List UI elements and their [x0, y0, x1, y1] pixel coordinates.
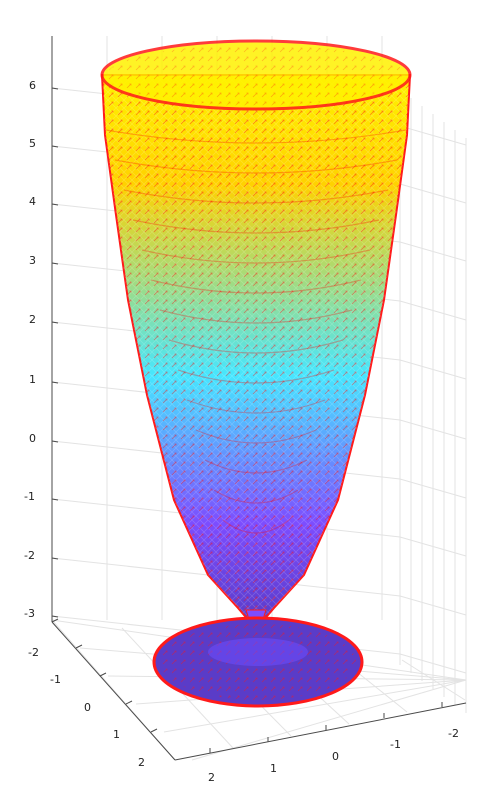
y-tick-labels: -2 -1 0 1 2: [28, 646, 145, 769]
z-grid-line: [51, 615, 467, 674]
z-tick-label: -3: [24, 607, 35, 620]
surface-contour-arc: [168, 339, 344, 354]
y-tick-label: -2: [28, 646, 39, 659]
x-tick-label: 2: [208, 771, 215, 784]
z-grid-line: [51, 498, 467, 557]
surface-contour-arc: [177, 369, 335, 384]
z-tick-mark: [51, 440, 59, 443]
goblet-base-center: [208, 638, 308, 666]
z-tick-label: 1: [29, 373, 36, 386]
y-tick-mark: [51, 618, 59, 623]
z-tick-mark: [51, 498, 59, 501]
z-tick-mark: [51, 615, 59, 618]
z-tick-label: 0: [29, 432, 36, 445]
surface-contour-arc: [195, 429, 317, 444]
y-tick-label: 2: [138, 756, 145, 769]
surface-contour-arc: [186, 399, 326, 414]
surface-contour-arc: [132, 219, 380, 234]
x-tick-label: 0: [332, 750, 339, 763]
z-tick-label: -2: [24, 549, 35, 562]
y-tick-label: 0: [84, 701, 91, 714]
surface-contour-arc: [123, 189, 389, 204]
surface-contour-arc: [141, 249, 371, 264]
y-tick-label: 1: [113, 728, 120, 741]
z-tick-label: 5: [29, 137, 36, 150]
floor-grid-line: [191, 679, 467, 761]
z-tick-mark: [51, 203, 59, 206]
surface-contour-arc: [159, 309, 353, 324]
y-tick-mark: [125, 700, 133, 705]
z-tick-labels: 6 5 4 3 2 1 0 -1 -2 -3: [24, 79, 36, 620]
axes: [51, 36, 467, 761]
floor-grid-line: [163, 679, 467, 733]
x-tick-label: -2: [448, 727, 459, 740]
z-tick-mark: [51, 87, 59, 90]
z-tick-mark: [51, 381, 59, 384]
z-tick-mark: [51, 262, 59, 265]
z-tick-label: -1: [24, 490, 35, 503]
z-tick-label: 4: [29, 195, 36, 208]
z-tick-mark: [51, 145, 59, 148]
x-tick-labels: 2 1 0 -1 -2: [208, 727, 459, 784]
surface-contour-arc: [114, 159, 398, 174]
floor-grid-line: [401, 659, 466, 701]
z-tick-label: 6: [29, 79, 36, 92]
y-tick-mark: [150, 728, 158, 733]
surface-contour-arc: [222, 519, 290, 534]
surface-contour-arc: [204, 459, 308, 474]
y-tick-label: -1: [50, 673, 61, 686]
y-tick-mark: [75, 644, 83, 649]
goblet-surface: [100, 39, 412, 708]
goblet-rim-arrows: [107, 45, 405, 105]
goblet-vector-arrows: [102, 75, 410, 622]
surface-contour-arc: [105, 129, 407, 144]
z-tick-label: 3: [29, 254, 36, 267]
x-tick-label: 1: [270, 762, 277, 775]
z-tick-mark: [51, 557, 59, 560]
surface-contour-arc: [150, 279, 362, 294]
x-axis-line: [174, 702, 467, 761]
z-tick-label: 2: [29, 313, 36, 326]
y-axis-line: [51, 621, 176, 761]
surface-contour-arc: [213, 489, 299, 504]
y-tick-mark: [99, 672, 107, 677]
z-tick-mark: [51, 321, 59, 324]
z-grid-line: [51, 557, 467, 616]
x-tick-label: -1: [390, 738, 401, 751]
